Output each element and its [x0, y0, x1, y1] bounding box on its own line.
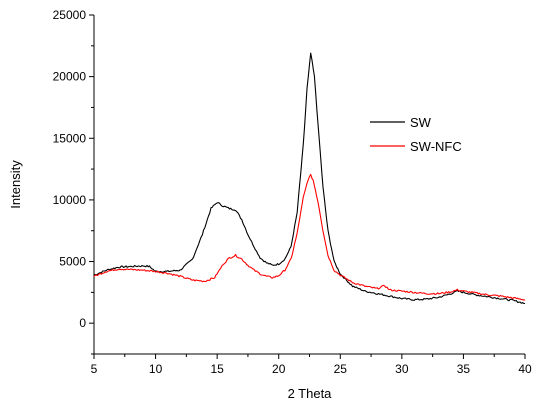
y-tick-label: 15000	[53, 131, 87, 145]
legend-label-sw-nfc: SW-NFC	[410, 139, 462, 154]
y-tick-label: 0	[79, 316, 86, 330]
x-tick-label: 30	[395, 362, 409, 376]
x-tick-label: 15	[210, 362, 224, 376]
x-tick-label: 5	[91, 362, 98, 376]
y-tick-label: 25000	[53, 8, 87, 22]
series-line-sw-nfc	[93, 173, 526, 301]
x-tick-label: 40	[518, 362, 532, 376]
x-tick-label: 25	[334, 362, 348, 376]
series-line-sw	[93, 52, 526, 305]
y-axis-title: Intensity	[8, 160, 23, 209]
y-tick-label: 5000	[59, 255, 86, 269]
x-axis-title: 2 Theta	[288, 386, 333, 401]
x-tick-label: 10	[149, 362, 163, 376]
y-tick-label: 20000	[53, 70, 87, 84]
legend: SW SW-NFC	[370, 115, 462, 154]
y-tick-label: 10000	[53, 193, 87, 207]
x-axis: 5 10 15 20 25 30 35 40	[91, 354, 532, 376]
series-layer	[93, 52, 526, 305]
x-tick-label: 35	[457, 362, 471, 376]
legend-label-sw: SW	[410, 115, 432, 130]
y-axis: 0 5000 10000 15000 20000 25000	[53, 8, 94, 355]
x-tick-label: 20	[272, 362, 286, 376]
